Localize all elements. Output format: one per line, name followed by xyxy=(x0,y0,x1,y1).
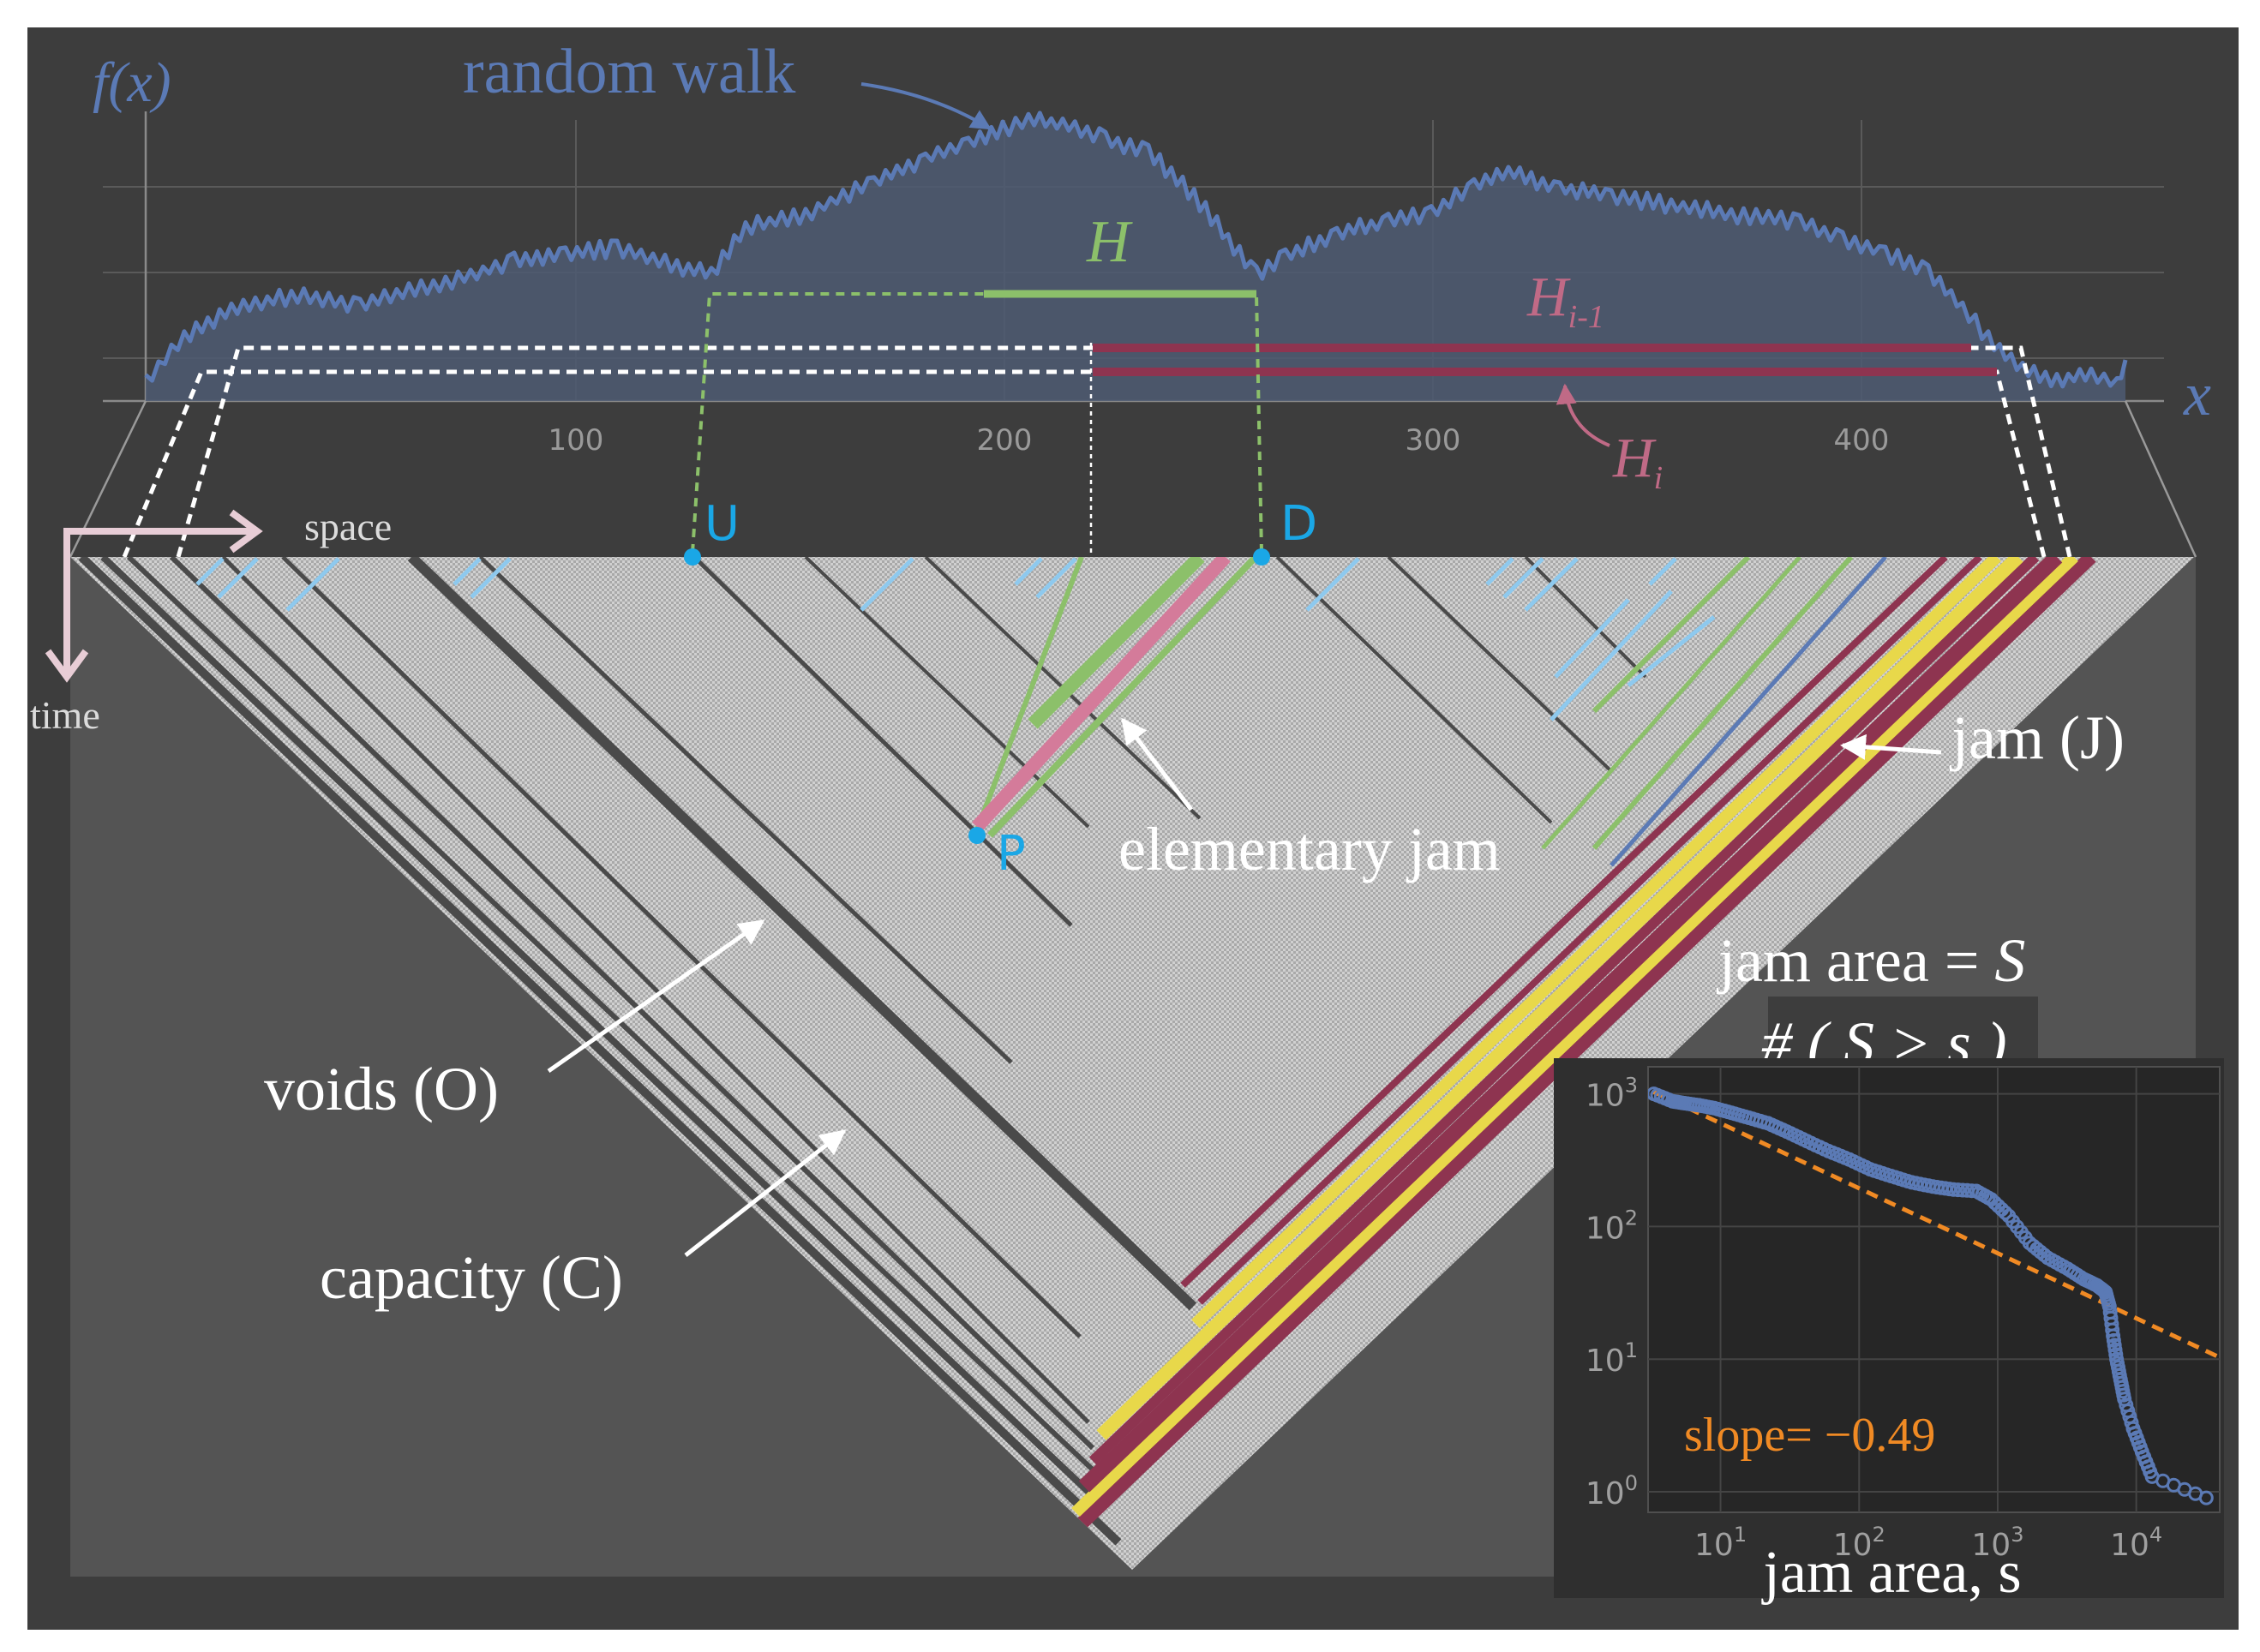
inset-y-ticks: 103 102 101 100 xyxy=(1586,1074,1638,1511)
blue-tooth xyxy=(217,557,259,599)
label-d: D xyxy=(1280,496,1317,552)
inset-x-ticks: 101 102 103 104 xyxy=(1694,1523,2162,1563)
random-walk-label: random walk xyxy=(463,37,795,107)
blue-tooth xyxy=(860,557,914,612)
blue-tooth xyxy=(1524,557,1579,612)
data-point xyxy=(2017,1230,2033,1245)
blue-tooth xyxy=(195,557,225,586)
point-d xyxy=(1253,548,1270,566)
blue-streak xyxy=(1550,590,1673,721)
jam-area-label: jam area = S xyxy=(1716,926,2025,995)
random-walk-line xyxy=(144,111,2128,389)
inset-y-tick: 102 xyxy=(1586,1206,1638,1246)
space-label: space xyxy=(304,505,392,548)
walk-tick-200: 200 xyxy=(977,423,1033,458)
label-p: P xyxy=(997,826,1026,882)
fx-label: f(x) xyxy=(93,51,171,114)
data-point xyxy=(1879,1167,1895,1182)
inset-x-tick: 103 xyxy=(1971,1523,2023,1563)
inset-x-tick: 101 xyxy=(1694,1523,1747,1563)
h-label: H xyxy=(1086,209,1133,275)
data-point xyxy=(1816,1141,1831,1157)
walk-area xyxy=(146,112,2125,401)
inset-grid xyxy=(1648,1067,2220,1512)
data-point xyxy=(2104,1316,2119,1332)
inset-y-tick: 103 xyxy=(1586,1074,1638,1114)
fit-line xyxy=(1648,1086,2220,1360)
voids-arrow xyxy=(547,919,765,1074)
data-point xyxy=(2116,1387,2131,1403)
elementary-jam-label: elementary jam xyxy=(1118,815,1501,883)
data-point xyxy=(2101,1296,2116,1311)
blue-tooth xyxy=(1485,557,1514,586)
inset-x-tick: 104 xyxy=(2110,1523,2162,1563)
voids-label: voids (O) xyxy=(264,1055,499,1123)
label-u: U xyxy=(704,496,740,552)
data-point xyxy=(1998,1205,2013,1220)
blue-tooth xyxy=(1305,557,1360,612)
elementary-jam-arrow xyxy=(1121,717,1193,811)
data-point xyxy=(2056,1259,2071,1274)
walk-tick-100: 100 xyxy=(549,423,604,458)
blue-tooth xyxy=(470,557,512,599)
jam-j-arrow xyxy=(1840,733,1942,760)
h-im1-label: Hi-1 xyxy=(1526,266,1604,335)
data-points xyxy=(1648,1086,2214,1505)
data-point xyxy=(1942,1182,1957,1197)
x-axis-label: x xyxy=(2183,360,2211,428)
data-point xyxy=(2143,1464,2158,1480)
point-p xyxy=(968,827,986,844)
blue-tooth xyxy=(453,557,482,586)
random-walk-arrow xyxy=(860,82,992,130)
data-point xyxy=(1955,1182,1970,1198)
data-point xyxy=(1704,1100,1719,1116)
data-point xyxy=(1837,1150,1853,1165)
time-label: time xyxy=(30,693,100,737)
slope-label: slope= −0.49 xyxy=(1684,1409,1935,1462)
data-point xyxy=(1858,1159,1873,1175)
green-dashed xyxy=(691,292,1263,554)
blue-tooth xyxy=(1648,557,1677,586)
blue-tooth xyxy=(1035,557,1077,599)
jam-bundle xyxy=(1071,557,2096,1530)
inset-plot-area xyxy=(1647,1066,2221,1513)
inset-x-tick: 102 xyxy=(1833,1523,1885,1563)
point-u xyxy=(684,548,701,566)
space-time-axes xyxy=(45,509,263,683)
capacity-arrow xyxy=(684,1129,847,1257)
h-i-arrow xyxy=(1556,383,1610,447)
data-point xyxy=(1994,1201,2010,1217)
blue-streak xyxy=(1554,598,1630,679)
blue-tooth xyxy=(285,557,340,612)
capacity-label: capacity (C) xyxy=(320,1243,623,1312)
elementary-jam-cluster xyxy=(972,557,1258,838)
jam-j-label: jam (J) xyxy=(1949,703,2125,772)
blue-tooth xyxy=(1014,557,1043,586)
data-point xyxy=(1775,1122,1790,1138)
inset-y-tick: 101 xyxy=(1586,1338,1638,1379)
walk-tick-300: 300 xyxy=(1406,423,1461,458)
blue-streak xyxy=(1627,615,1716,687)
walk-tick-400: 400 xyxy=(1834,423,1890,458)
data-point xyxy=(2188,1486,2203,1501)
data-point xyxy=(1795,1132,1811,1146)
inset-xlabel: jam area, s xyxy=(1760,1540,2021,1606)
inset-y-tick: 100 xyxy=(1586,1471,1638,1511)
blue-tooth xyxy=(1502,557,1544,599)
h-i-label: Hi xyxy=(1612,427,1663,496)
light-blue-teeth xyxy=(195,557,1716,721)
